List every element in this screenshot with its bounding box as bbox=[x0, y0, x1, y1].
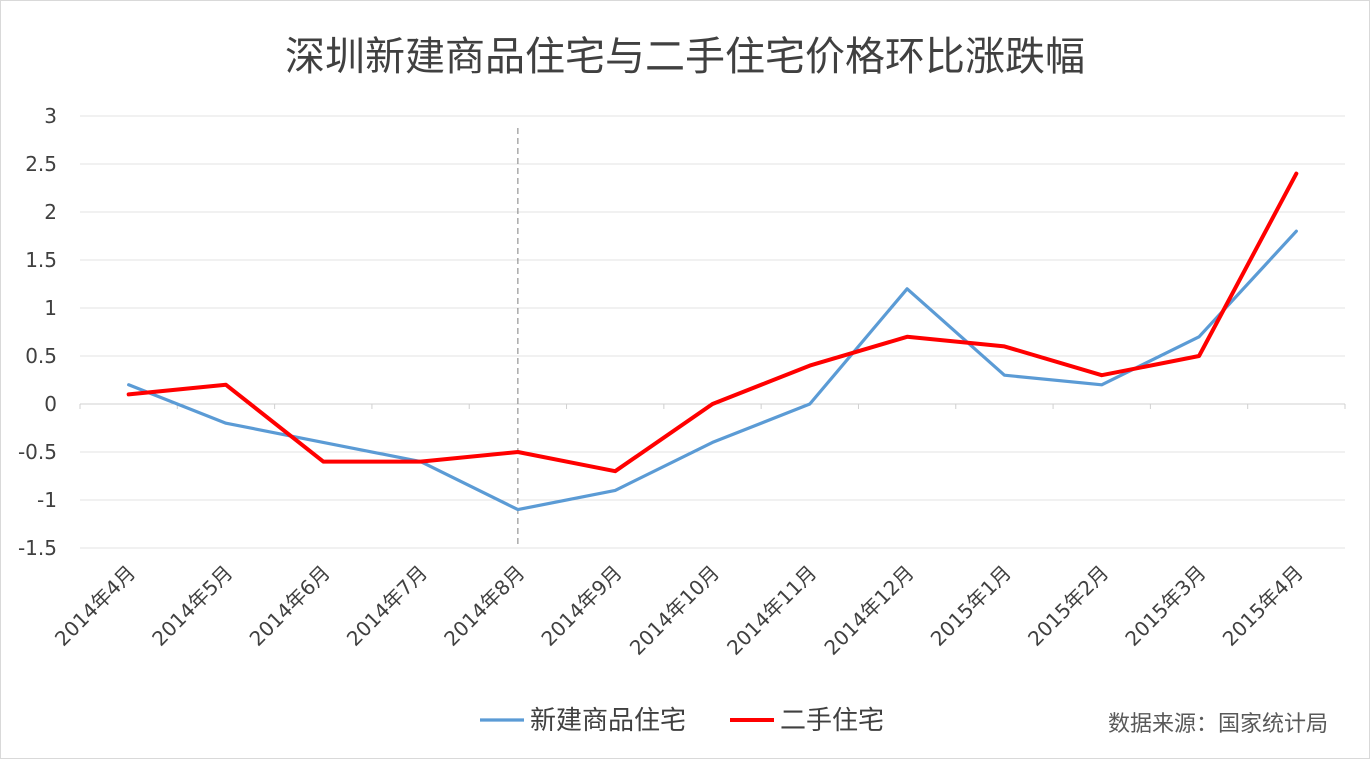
x-tick-label: 2014年12月 bbox=[819, 561, 918, 660]
x-tick-label: 2015年4月 bbox=[1218, 561, 1308, 651]
x-tick-label: 2014年4月 bbox=[50, 561, 140, 651]
x-tick-label: 2015年1月 bbox=[926, 561, 1016, 651]
x-tick-label: 2014年11月 bbox=[722, 561, 821, 660]
y-tick-label: -1 bbox=[37, 488, 57, 512]
y-axis: 3 2.5 2 1.5 1 0.5 0 -0.5 -1 -1.5 bbox=[18, 104, 57, 560]
series-line-2 bbox=[126, 171, 1299, 474]
x-tick-label: 2015年2月 bbox=[1023, 561, 1113, 651]
x-tick-label: 2014年5月 bbox=[147, 561, 237, 651]
legend-label-1: 新建商品住宅 bbox=[530, 706, 686, 736]
y-tick-label: -0.5 bbox=[18, 440, 57, 464]
x-tick-label: 2015年3月 bbox=[1120, 561, 1210, 651]
gridlines bbox=[80, 115, 1345, 549]
source-note: 数据来源：国家统计局 bbox=[1108, 712, 1328, 737]
x-axis: 2014年4月 2014年5月 2014年6月 2014年7月 2014年8月 2014年… bbox=[50, 404, 1346, 660]
y-tick-label: 0 bbox=[44, 392, 57, 416]
x-tick-label: 2014年7月 bbox=[342, 561, 432, 651]
y-tick-label: -1.5 bbox=[18, 536, 57, 560]
x-tick-label: 2014年9月 bbox=[536, 561, 626, 651]
chart-title: 深圳新建商品住宅与二手住宅价格环比涨跌幅 bbox=[285, 34, 1085, 80]
y-tick-label: 1 bbox=[44, 296, 57, 320]
y-tick-label: 2.5 bbox=[25, 152, 57, 176]
legend: 新建商品住宅 二手住宅 bbox=[480, 706, 884, 736]
y-tick-label: 0.5 bbox=[25, 344, 57, 368]
legend-label-2: 二手住宅 bbox=[780, 706, 884, 736]
y-tick-label: 1.5 bbox=[25, 248, 57, 272]
x-tick-label: 2014年8月 bbox=[439, 561, 529, 651]
series-lines bbox=[126, 171, 1299, 512]
y-tick-label: 2 bbox=[44, 200, 57, 224]
x-tick-label: 2014年6月 bbox=[245, 561, 335, 651]
y-tick-label: 3 bbox=[44, 104, 57, 128]
series-line-1 bbox=[127, 229, 1298, 512]
x-tick-label: 2014年10月 bbox=[625, 561, 724, 660]
